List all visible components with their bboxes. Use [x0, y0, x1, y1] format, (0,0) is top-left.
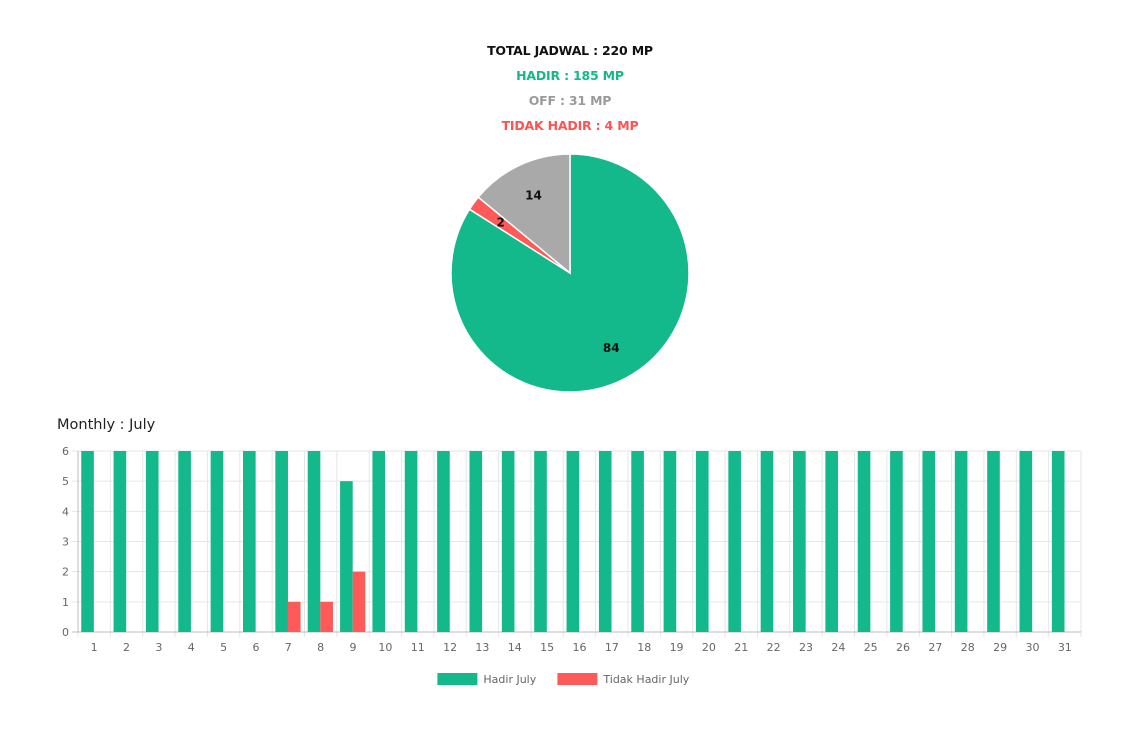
x-tick-label: 20: [702, 641, 716, 654]
bar-hadir[interactable]: [825, 451, 839, 632]
bar-hadir[interactable]: [81, 451, 94, 632]
x-tick-label: 14: [508, 641, 522, 654]
bar-hadir[interactable]: [598, 451, 612, 632]
bar-hadir[interactable]: [469, 451, 483, 632]
x-tick-label: 3: [155, 641, 162, 654]
bar-chart-container: 0 1 2 3 4 5 6 1 2 3 4 5 6 7 8 9 10 11 12 13 14 15 16 17 18 19 20 21…: [0, 438, 1140, 698]
hadir-text: HADIR : 185 MP: [516, 68, 624, 83]
x-tick-label: 26: [896, 641, 910, 654]
bar-hadir[interactable]: [857, 451, 871, 632]
x-tick-label: 18: [637, 641, 651, 654]
bar-hadir[interactable]: [1019, 451, 1033, 632]
pie-chart: 84 2 14: [450, 153, 690, 393]
x-tick-label: 19: [670, 641, 684, 654]
legend-label[interactable]: Hadir July: [483, 673, 536, 686]
x-tick-label: 11: [411, 641, 425, 654]
x-tick-label: 23: [799, 641, 813, 654]
bar-hadir[interactable]: [663, 451, 677, 632]
y-tick-label: 3: [62, 536, 69, 549]
bar-tidak-hadir[interactable]: [287, 601, 301, 632]
bar-hadir[interactable]: [793, 451, 806, 632]
bar-hadir[interactable]: [243, 451, 256, 632]
legend-swatch[interactable]: [437, 673, 478, 685]
tidak-hadir-text: TIDAK HADIR : 4 MP: [501, 118, 639, 133]
x-tick-label: 2: [123, 641, 130, 654]
bar-hadir[interactable]: [890, 451, 903, 632]
bar-hadir[interactable]: [340, 481, 353, 632]
x-tick-label: 9: [350, 641, 357, 654]
bar-hadir[interactable]: [501, 451, 515, 632]
x-tick-label: 7: [285, 641, 292, 654]
x-tick-label: 21: [734, 641, 748, 654]
x-tick-label: 29: [993, 641, 1007, 654]
bar-hadir[interactable]: [437, 451, 450, 632]
y-tick-label: 6: [62, 445, 69, 458]
bar-tidak-hadir[interactable]: [320, 601, 333, 632]
x-tick-label: 25: [864, 641, 878, 654]
off-text: OFF : 31 MP: [528, 93, 612, 108]
bar-hadir[interactable]: [210, 451, 224, 632]
y-tick-label: 1: [62, 596, 69, 609]
bar-hadir[interactable]: [113, 451, 127, 632]
y-tick-label: 4: [62, 505, 69, 518]
bar-hadir[interactable]: [404, 451, 418, 632]
x-tick-label: 6: [252, 641, 259, 654]
pie-chart-container: 84 2 14: [440, 145, 700, 405]
x-tick-label: 31: [1058, 641, 1072, 654]
bar-hadir[interactable]: [631, 451, 644, 632]
legend-swatch[interactable]: [557, 673, 598, 685]
monthly-title: Monthly : July: [57, 417, 156, 433]
x-tick-label: 4: [188, 641, 195, 654]
x-tick-label: 10: [378, 641, 392, 654]
bar-hadir[interactable]: [760, 451, 774, 632]
x-tick-label: 13: [475, 641, 489, 654]
pie-slice-label: 2: [497, 216, 505, 230]
y-tick-label: 0: [62, 626, 69, 639]
y-tick-label: 2: [62, 566, 69, 579]
x-tick-label: 22: [767, 641, 781, 654]
bar-hadir[interactable]: [275, 451, 288, 632]
bar-hadir[interactable]: [145, 451, 159, 632]
x-tick-label: 12: [443, 641, 457, 654]
x-tick-label: 16: [573, 641, 587, 654]
x-tick-label: 15: [540, 641, 554, 654]
total-jadwal-text: TOTAL JADWAL : 220 MP: [487, 43, 653, 58]
x-tick-label: 17: [605, 641, 619, 654]
bar-tidak-hadir[interactable]: [352, 571, 366, 632]
bar-hadir[interactable]: [534, 451, 547, 632]
bar-hadir[interactable]: [566, 451, 580, 632]
bar-hadir[interactable]: [695, 451, 709, 632]
pie-slice-label: 84: [603, 341, 620, 355]
x-tick-label: 1: [91, 641, 98, 654]
bar-hadir[interactable]: [372, 451, 386, 632]
bar-hadir[interactable]: [307, 451, 321, 632]
bar-hadir[interactable]: [178, 451, 191, 632]
legend-label[interactable]: Tidak Hadir July: [602, 673, 689, 686]
pie-slice-off[interactable]: [477, 153, 571, 275]
pie-slice-label: 14: [525, 188, 542, 202]
x-tick-label: 24: [831, 641, 845, 654]
x-tick-label: 27: [928, 641, 942, 654]
x-tick-label: 5: [220, 641, 227, 654]
bar-hadir[interactable]: [987, 451, 1000, 632]
bar-hadir[interactable]: [728, 451, 741, 632]
x-tick-label: 30: [1025, 641, 1039, 654]
bar-hadir[interactable]: [1051, 451, 1065, 632]
bar-hadir[interactable]: [954, 451, 968, 632]
x-tick-label: 28: [961, 641, 975, 654]
bar-hadir[interactable]: [922, 451, 936, 632]
x-tick-label: 8: [317, 641, 324, 654]
y-tick-label: 5: [62, 475, 69, 488]
